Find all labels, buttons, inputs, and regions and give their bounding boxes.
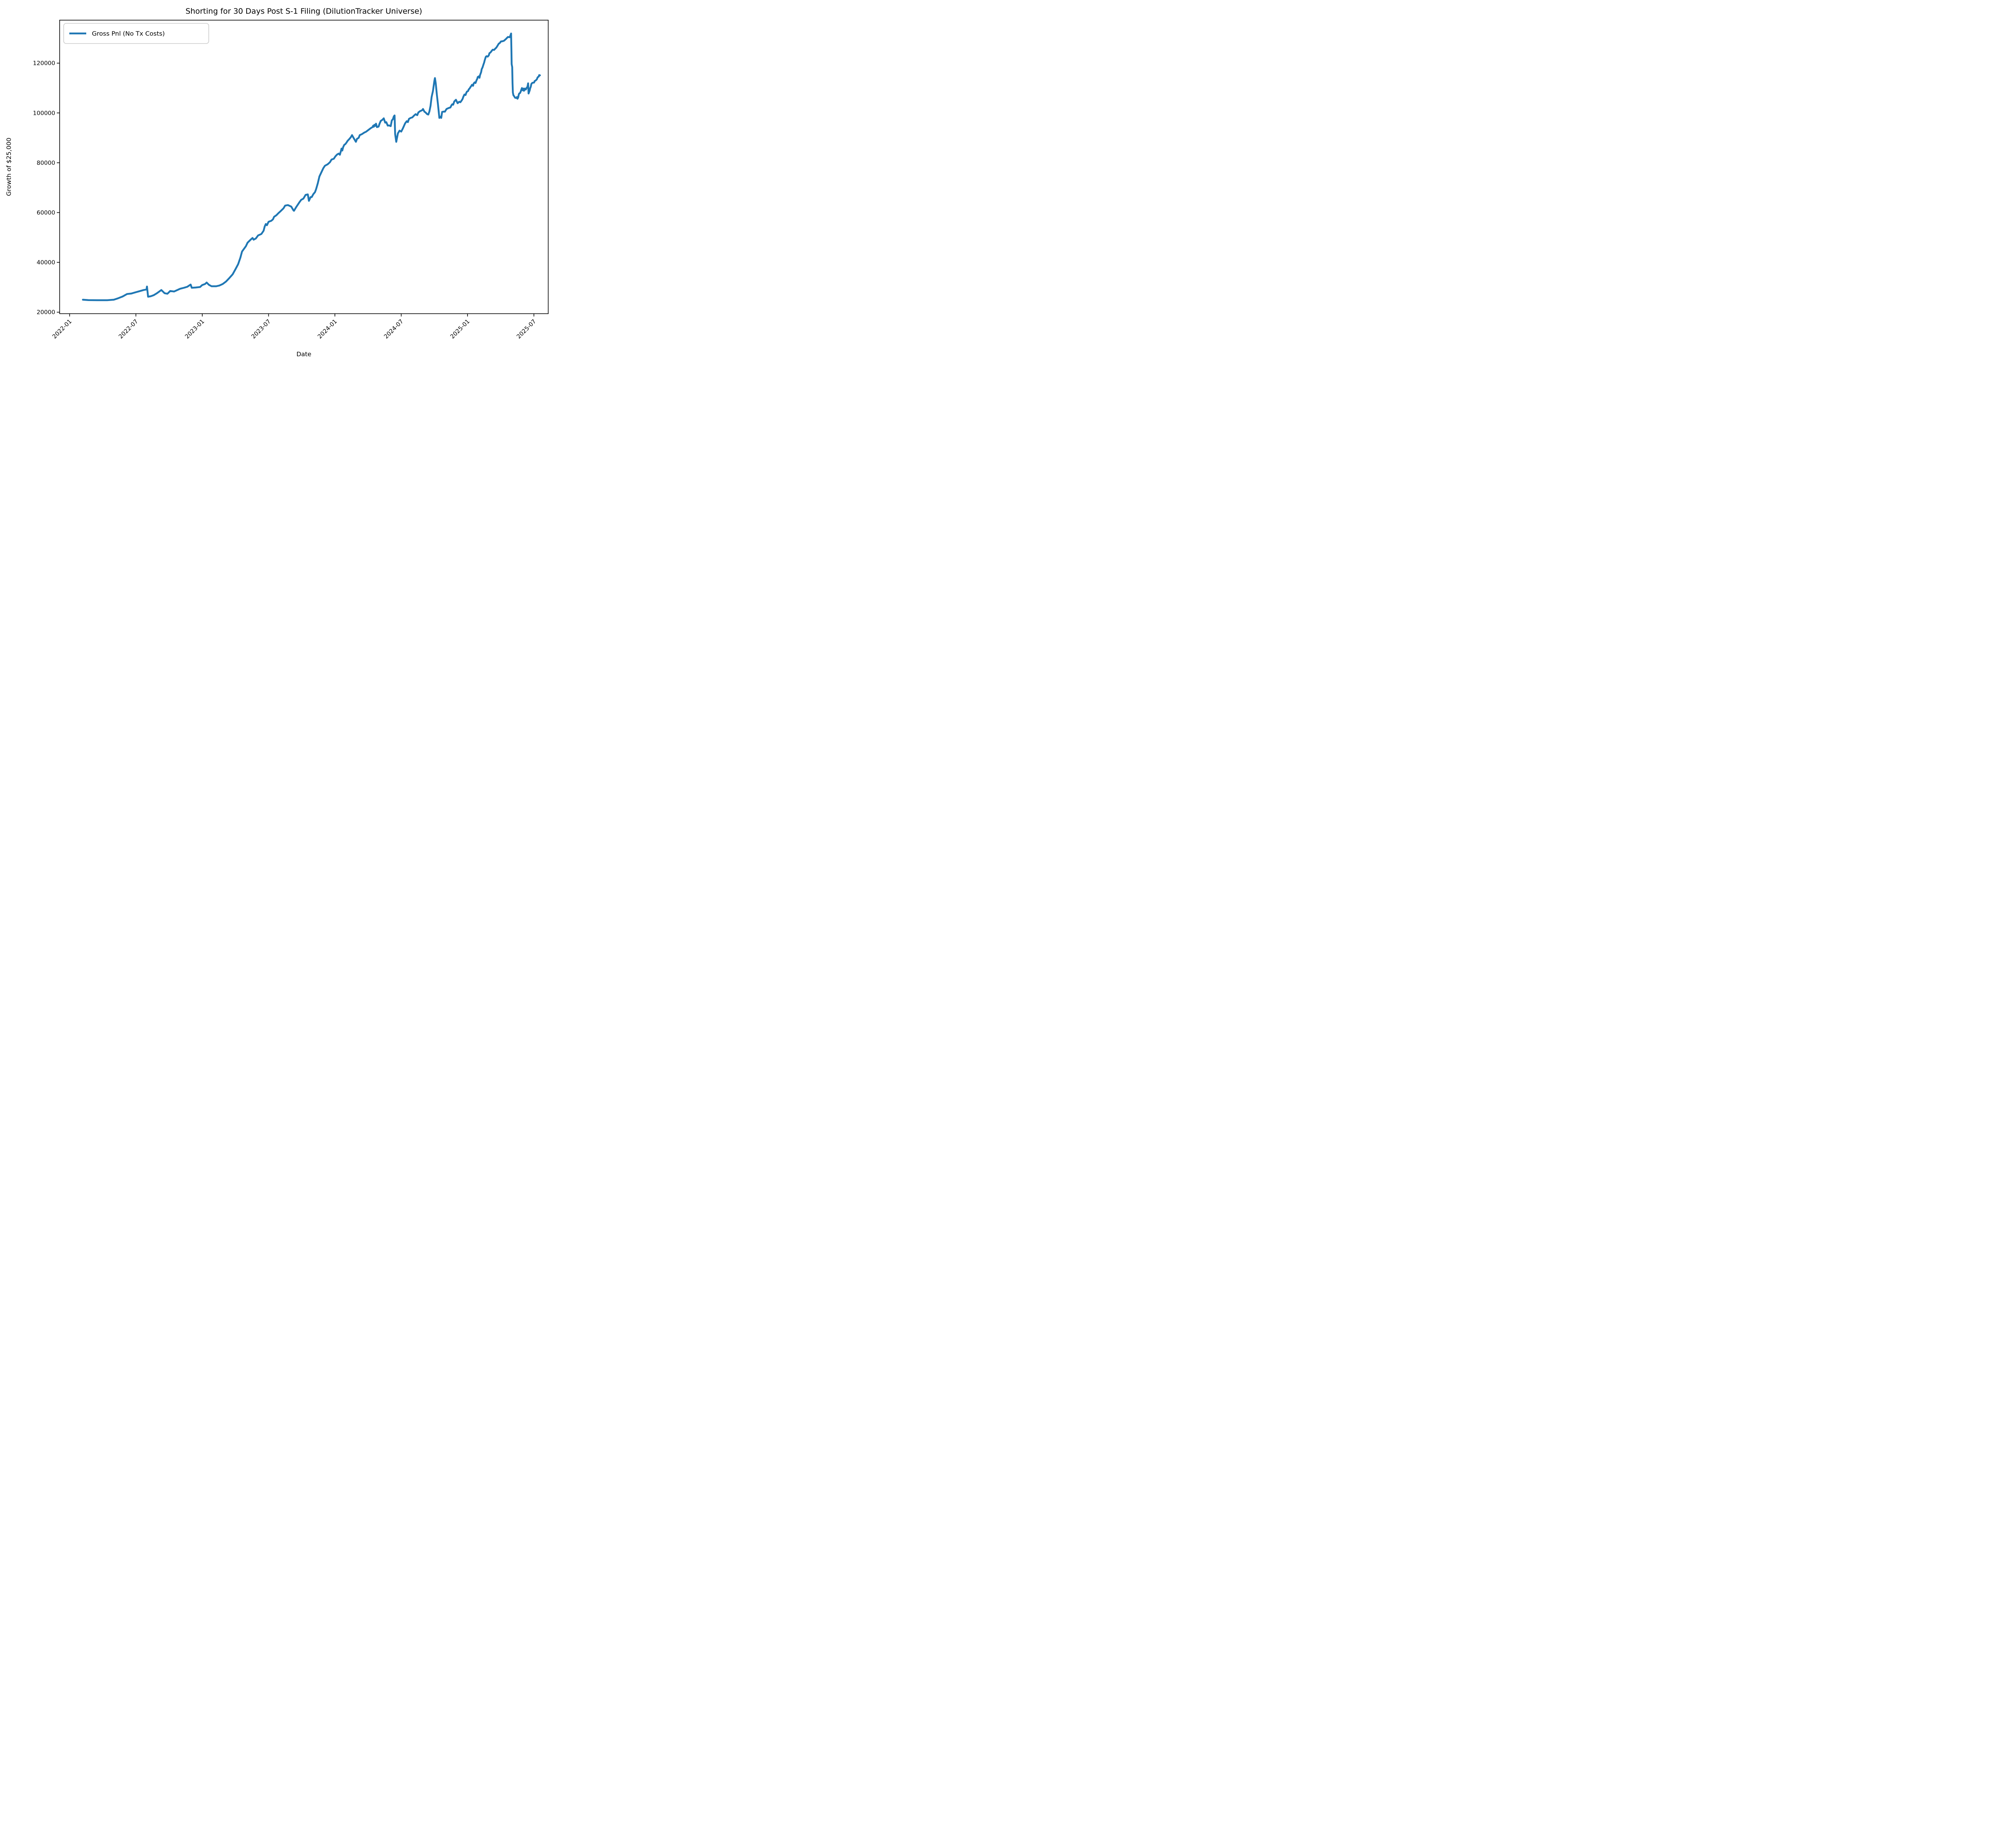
y-axis-label: Growth of $25,000: [5, 138, 12, 196]
x-tick-label: 2023-07: [250, 318, 272, 340]
x-tick-label: 2022-07: [118, 318, 139, 340]
y-tick-label: 120000: [33, 60, 55, 67]
pnl-line: [82, 32, 541, 301]
figure: Shorting for 30 Days Post S-1 Filing (Di…: [0, 0, 565, 370]
chart-title: Shorting for 30 Days Post S-1 Filing (Di…: [185, 7, 422, 16]
data-series: [82, 32, 541, 301]
x-axis-label: Date: [296, 351, 311, 358]
y-tick-label: 100000: [33, 110, 55, 116]
y-tick-label: 80000: [37, 160, 55, 166]
y-tick-label: 40000: [37, 260, 55, 266]
legend-label: Gross Pnl (No Tx Costs): [92, 30, 165, 37]
chart-canvas: Shorting for 30 Days Post S-1 Filing (Di…: [5, 7, 549, 358]
x-tick-label: 2022-01: [51, 318, 73, 340]
x-axis-ticks: 2022-01 2022-07 2023-01 2023-07 2024-01 2024-…: [51, 314, 538, 340]
x-tick-label: 2025-07: [515, 318, 537, 340]
y-axis-ticks: 20000 40000 60000 80000 100000 120000: [33, 60, 60, 316]
legend: Gross Pnl (No Tx Costs): [63, 23, 209, 44]
y-tick-label: 60000: [37, 210, 55, 216]
plot-border: [59, 20, 549, 314]
legend-box: [63, 23, 209, 44]
x-tick-label: 2024-07: [383, 318, 405, 340]
x-tick-label: 2024-01: [317, 318, 339, 340]
y-tick-label: 20000: [37, 309, 55, 316]
x-tick-label: 2025-01: [449, 318, 471, 340]
x-tick-label: 2023-01: [184, 318, 206, 340]
